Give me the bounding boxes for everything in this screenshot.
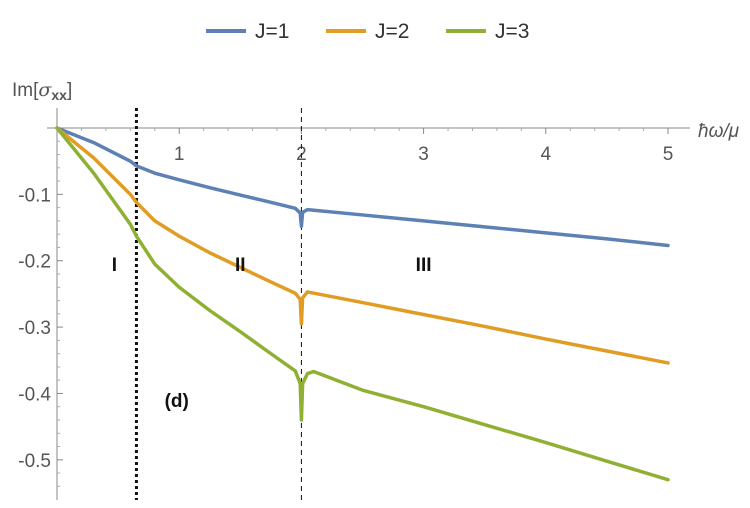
annotation-3: (d) (165, 391, 189, 412)
series-line-j2 (55, 126, 670, 365)
x-axis-title: ħω/μ (698, 121, 740, 142)
y-tick-label-1: -0.2 (18, 252, 51, 273)
annotation-0: I (112, 255, 117, 276)
y-tick-label-0: -0.1 (18, 185, 51, 206)
x-tick-label-5: 5 (663, 144, 674, 165)
y-axis-title-close: ] (67, 80, 72, 101)
y-axis-title-main: Im[ (12, 80, 39, 101)
y-tick-label-3: -0.4 (18, 384, 51, 405)
y-axis-title: Im[σxx] (12, 79, 72, 103)
series-line-j3 (55, 126, 670, 482)
ticks: 1 2 3 4 5-0.1-0.2-0.3-0.4-0.5 (18, 128, 674, 487)
legend-label-j1: J=1 (255, 20, 289, 43)
annotation-1: II (235, 255, 246, 276)
series-line-j1 (55, 126, 670, 248)
x-tick-label-1: 1 (174, 144, 185, 165)
x-tick-label-3: 3 (418, 144, 429, 165)
annotation-2: III (416, 255, 432, 276)
legend: J=1 J=2 J=3 (206, 20, 529, 43)
series-lines (55, 126, 670, 482)
annotations: I II III(d) (112, 255, 432, 412)
x-tick-label-4: 4 (541, 144, 552, 165)
y-axis-title-sub: xx (51, 87, 67, 103)
legend-label-j2: J=2 (375, 20, 409, 43)
legend-label-j3: J=3 (495, 20, 529, 43)
vertical-lines (134, 108, 302, 500)
y-tick-label-4: -0.5 (18, 451, 51, 472)
y-tick-label-2: -0.3 (18, 318, 51, 339)
y-axis-title-sigma: σ (38, 79, 52, 101)
